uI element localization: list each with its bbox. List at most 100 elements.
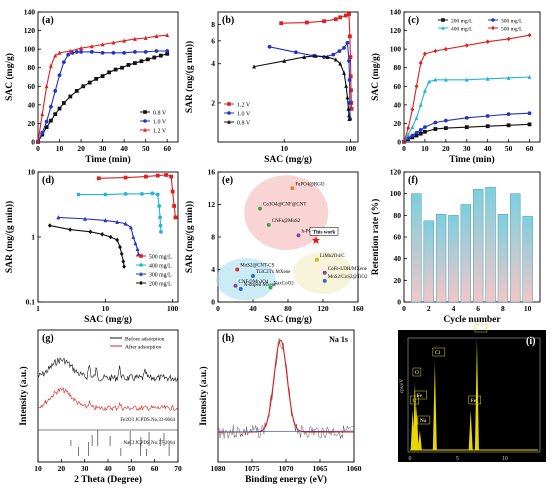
panel-tag-f: (f) bbox=[408, 175, 418, 186]
point-label: FePO4@RGO bbox=[295, 182, 324, 187]
x-tick-label: 80 bbox=[284, 304, 292, 313]
panel-i: (i)cps/eV0510COFeNaClFeFe bbox=[398, 323, 546, 462]
data-point bbox=[302, 54, 307, 59]
bar bbox=[485, 186, 496, 303]
data-point bbox=[139, 271, 143, 276]
bar bbox=[522, 216, 533, 303]
highlight-region bbox=[216, 258, 276, 301]
data-point bbox=[267, 44, 272, 49]
x-tick-label: 50 bbox=[505, 144, 513, 153]
x-tick-label: 120 bbox=[317, 304, 329, 313]
y-tick-label: 140 bbox=[390, 8, 402, 17]
data-point bbox=[322, 19, 326, 24]
data-point bbox=[158, 215, 162, 220]
data-point bbox=[282, 58, 287, 63]
y-tick-label: 2 bbox=[211, 98, 215, 107]
data-point bbox=[103, 192, 108, 197]
data-point bbox=[145, 57, 150, 62]
series-line bbox=[37, 53, 168, 143]
legend-label: 200 mg/L bbox=[451, 19, 473, 25]
y-tick-label: 6 bbox=[211, 36, 215, 45]
data-point bbox=[235, 267, 240, 272]
data-point bbox=[506, 112, 511, 117]
data-point bbox=[344, 83, 349, 88]
spectrum-peak bbox=[417, 430, 422, 450]
series-line bbox=[37, 50, 168, 143]
data-point bbox=[491, 18, 495, 22]
data-point bbox=[49, 104, 53, 109]
data-point bbox=[349, 106, 354, 111]
x-tick-label: 30 bbox=[81, 464, 89, 473]
x-axis-label: Time (min) bbox=[449, 154, 494, 165]
peak-label-box bbox=[474, 323, 488, 333]
data-point bbox=[79, 50, 83, 54]
series-line bbox=[98, 174, 177, 218]
data-point bbox=[157, 204, 162, 208]
y-tick-label: 20 bbox=[394, 119, 402, 128]
y-tick-label: 100 bbox=[24, 45, 36, 54]
x-tick-label: 0 bbox=[402, 144, 406, 153]
panel-c: (c) 0 10 20 30 40 50 60 0 20 40 60 80 100 120 140 Time (… bbox=[370, 8, 541, 165]
legend-label: Before adsorption bbox=[125, 336, 165, 343]
panel-tag-b: (b) bbox=[222, 15, 234, 26]
x-axis-label: SAC (mg/g) bbox=[84, 314, 132, 325]
data-point bbox=[406, 125, 411, 131]
data-point bbox=[53, 112, 58, 117]
point-label: CoFe-LDH/MXene bbox=[328, 267, 368, 272]
series-line bbox=[58, 216, 139, 254]
spectrum-peak bbox=[474, 338, 479, 450]
bar bbox=[423, 220, 434, 303]
x-tick-label: 40 bbox=[249, 304, 257, 313]
data-point bbox=[113, 67, 118, 72]
y-axis-label: cps/eV bbox=[400, 379, 405, 393]
data-point bbox=[227, 119, 231, 124]
data-point bbox=[293, 50, 298, 55]
data-point bbox=[423, 129, 427, 134]
x-tick-label: 5 bbox=[456, 456, 459, 462]
bar bbox=[497, 214, 509, 303]
data-point bbox=[402, 139, 406, 145]
y-tick-label: 140 bbox=[24, 8, 36, 17]
x-tick-label: 100 bbox=[167, 304, 179, 313]
x-tick-label: 30 bbox=[463, 144, 471, 153]
data-point bbox=[314, 257, 319, 262]
data-point bbox=[506, 75, 511, 80]
peak-label-box bbox=[468, 395, 481, 405]
legend-label: 300 mg/L bbox=[149, 273, 172, 279]
data-point bbox=[158, 223, 163, 228]
y-tick-label: 40 bbox=[394, 100, 402, 109]
data-point bbox=[88, 229, 93, 235]
y-tick-label: 80 bbox=[394, 211, 402, 220]
data-point bbox=[40, 130, 45, 135]
data-point bbox=[238, 287, 243, 291]
data-point bbox=[140, 192, 144, 196]
data-point bbox=[506, 36, 511, 42]
data-point bbox=[122, 50, 127, 55]
plot-frame bbox=[217, 11, 359, 143]
data-point bbox=[76, 192, 81, 197]
data-point bbox=[423, 88, 427, 93]
x-tick-label: 1060 bbox=[347, 464, 362, 473]
data-point bbox=[258, 206, 262, 211]
point-label: CNFs@MoS2 bbox=[272, 219, 301, 224]
y-axis-label: SAR (mg/(g min)) bbox=[184, 201, 195, 273]
data-point bbox=[81, 84, 86, 89]
raw-signal bbox=[217, 337, 354, 439]
series-line bbox=[281, 13, 353, 109]
x-tick-label: 10 bbox=[56, 144, 64, 153]
data-point bbox=[342, 70, 346, 75]
data-point bbox=[427, 79, 432, 84]
data-point bbox=[139, 59, 144, 64]
data-point bbox=[165, 49, 170, 53]
data-point bbox=[154, 33, 159, 39]
peak-label: Fe bbox=[477, 326, 483, 332]
point-label: NaxCoO2 bbox=[274, 281, 295, 286]
data-point bbox=[333, 57, 338, 62]
data-point bbox=[464, 125, 469, 130]
x-tick-label: 0 bbox=[402, 304, 406, 313]
spectrum-peak bbox=[432, 362, 437, 450]
data-point bbox=[115, 219, 120, 224]
peak-label: Fe bbox=[417, 393, 423, 399]
y-axis-label: Retention rate (%) bbox=[370, 199, 381, 276]
